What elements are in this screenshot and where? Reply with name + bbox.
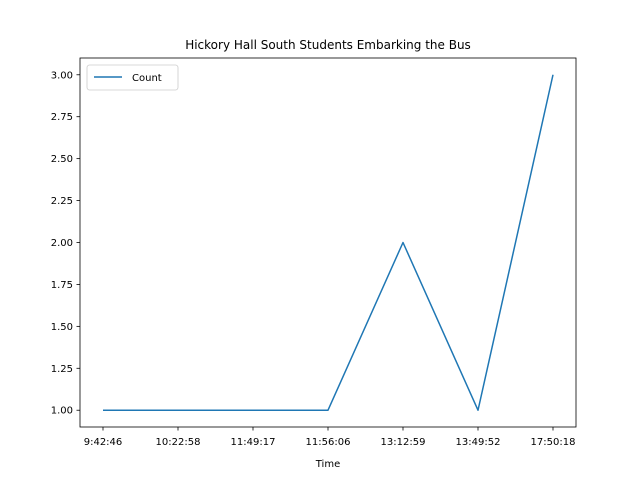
- x-axis: 9:42:46 10:22:58 11:49:17 11:56:06 13:12:59 1…: [84, 427, 576, 448]
- x-tick-label: 9:42:46: [84, 437, 123, 448]
- y-tick-label: 2.50: [51, 154, 73, 165]
- y-tick-label: 1.75: [51, 280, 73, 291]
- y-tick-label: 2.25: [51, 196, 73, 207]
- y-tick-label: 1.25: [51, 364, 73, 375]
- x-tick-label: 13:12:59: [381, 437, 426, 448]
- x-tick-label: 13:49:52: [456, 437, 501, 448]
- series-layer: [103, 74, 554, 411]
- y-tick-label: 2.75: [51, 112, 73, 123]
- legend-label: Count: [132, 73, 162, 84]
- y-tick-label: 1.00: [51, 406, 73, 417]
- chart-title: Hickory Hall South Students Embarking th…: [185, 38, 471, 52]
- y-axis: 1.00 1.25 1.50 1.75 2.00 2.25 2.50 2.75 3.00: [51, 70, 80, 417]
- y-tick-label: 3.00: [51, 70, 73, 81]
- y-tick-label: 1.50: [51, 322, 73, 333]
- y-tick-label: 2.00: [51, 238, 73, 249]
- x-tick-label: 17:50:18: [531, 437, 576, 448]
- legend: Count: [86, 64, 179, 91]
- x-tick-label: 10:22:58: [156, 437, 201, 448]
- legend-box: [86, 64, 179, 91]
- x-tick-label: 11:49:17: [231, 437, 276, 448]
- series-line-count: [103, 74, 554, 411]
- x-tick-label: 11:56:06: [306, 437, 351, 448]
- x-axis-label: Time: [315, 459, 340, 470]
